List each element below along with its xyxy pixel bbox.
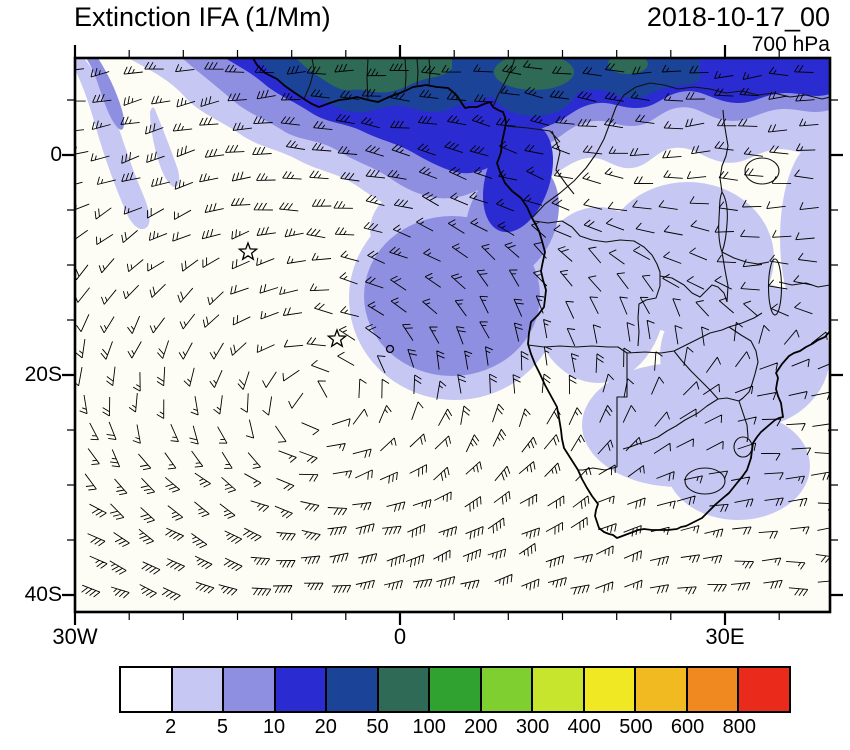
colorbar-cell xyxy=(481,668,534,711)
colorbar-cell xyxy=(275,668,328,711)
colorbar-cell xyxy=(327,668,379,711)
lon-label-30w: 30W xyxy=(52,624,98,649)
colorbar-cell xyxy=(378,668,431,711)
axis-ticks xyxy=(62,45,843,625)
lon-label-30e: 30E xyxy=(705,624,745,649)
star-marker xyxy=(237,241,259,261)
colorbar-tick-label: 400 xyxy=(567,716,601,738)
colorbar-cell xyxy=(584,668,637,711)
colorbar-cell xyxy=(687,668,740,711)
map-plot xyxy=(62,45,843,625)
lake-tanganyika xyxy=(718,191,728,253)
pressure-center-markers xyxy=(237,241,395,354)
colorbar xyxy=(119,666,791,713)
map-frame xyxy=(73,56,832,614)
colorbar-tick-label: 500 xyxy=(619,716,653,738)
circle-marker xyxy=(385,344,395,354)
plot-datetime: 2018-10-17_00 xyxy=(646,2,830,32)
country-borders xyxy=(303,58,830,495)
colorbar-cell xyxy=(636,668,688,711)
colorbar-tick-label: 5 xyxy=(216,716,228,738)
coastline xyxy=(252,58,830,539)
colorbar-tick-label: 300 xyxy=(515,716,550,738)
tick-marks xyxy=(62,45,843,625)
lat-label-20s: 20S xyxy=(24,363,62,386)
lat-label-0: 0 xyxy=(50,143,62,166)
colorbar-cell xyxy=(739,668,789,711)
colorbar-tick-label: 800 xyxy=(722,716,756,738)
colorbar-tick-label: 20 xyxy=(314,716,337,738)
star-marker xyxy=(326,328,348,348)
lake-malawi xyxy=(767,258,783,316)
wind-barb-glyphs xyxy=(75,60,830,601)
colorbar-tick-label: 200 xyxy=(464,716,498,738)
eswatini-border xyxy=(733,436,753,458)
lake-victoria xyxy=(744,157,780,185)
contour-layer-teal xyxy=(296,58,648,93)
lon-label-0: 0 xyxy=(393,624,407,649)
colorbar-tick-label: 100 xyxy=(412,716,446,738)
wind-barbs xyxy=(75,60,830,601)
colorbar-tick-label: 2 xyxy=(165,716,177,738)
plot-title: Extinction IFA (1/Mm) xyxy=(74,2,331,32)
lat-label-40s: 40S xyxy=(24,583,62,606)
lesotho-border xyxy=(684,467,726,495)
pressure-level-label: 700 hPa xyxy=(751,33,830,56)
colorbar-cell xyxy=(533,668,585,711)
colorbar-cell xyxy=(430,668,482,711)
colorbar-tick-label: 600 xyxy=(670,716,705,738)
colorbar-tick-label: 50 xyxy=(366,716,389,738)
colorbar-cell xyxy=(121,668,173,711)
tick-marks xyxy=(67,50,838,620)
colorbar-tick-label: 10 xyxy=(262,716,286,738)
colorbar-cell xyxy=(224,668,276,711)
colorbar-cell xyxy=(172,668,225,711)
